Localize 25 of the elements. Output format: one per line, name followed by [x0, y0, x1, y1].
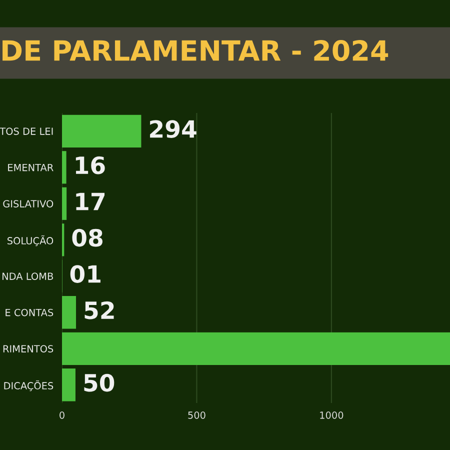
data-label: 50	[84, 374, 114, 392]
bar	[62, 187, 67, 220]
y-tick-label: EMENTAR	[8, 164, 54, 172]
bar	[62, 368, 76, 402]
chart-title: DE PARLAMENTAR - 2024	[2, 40, 388, 62]
x-tick-label: 500	[188, 412, 206, 419]
bar	[62, 296, 76, 329]
y-tick-label: E CONTAS	[6, 308, 54, 316]
x-tick-label: 1000	[320, 412, 344, 419]
data-label: 16	[76, 156, 105, 174]
x-tick-label: 0	[60, 412, 64, 419]
y-tick-label: SOLUÇÃO	[8, 235, 54, 246]
bar	[62, 114, 142, 148]
y-tick-label: DICAÇÕES	[4, 380, 54, 392]
data-label: 52	[84, 301, 114, 320]
y-tick-label: RIMENTOS	[3, 345, 54, 352]
bar	[62, 151, 66, 184]
y-tick-label: GISLATIVO	[3, 200, 54, 208]
data-label: 294	[150, 120, 196, 138]
data-label: 08	[72, 228, 102, 247]
y-tick-label: NDA LOMB	[2, 272, 53, 280]
y-tick-label: TOS DE LEI	[0, 128, 53, 135]
bar	[62, 332, 450, 365]
data-label: 17	[76, 192, 105, 210]
data-label: 01	[70, 265, 100, 283]
